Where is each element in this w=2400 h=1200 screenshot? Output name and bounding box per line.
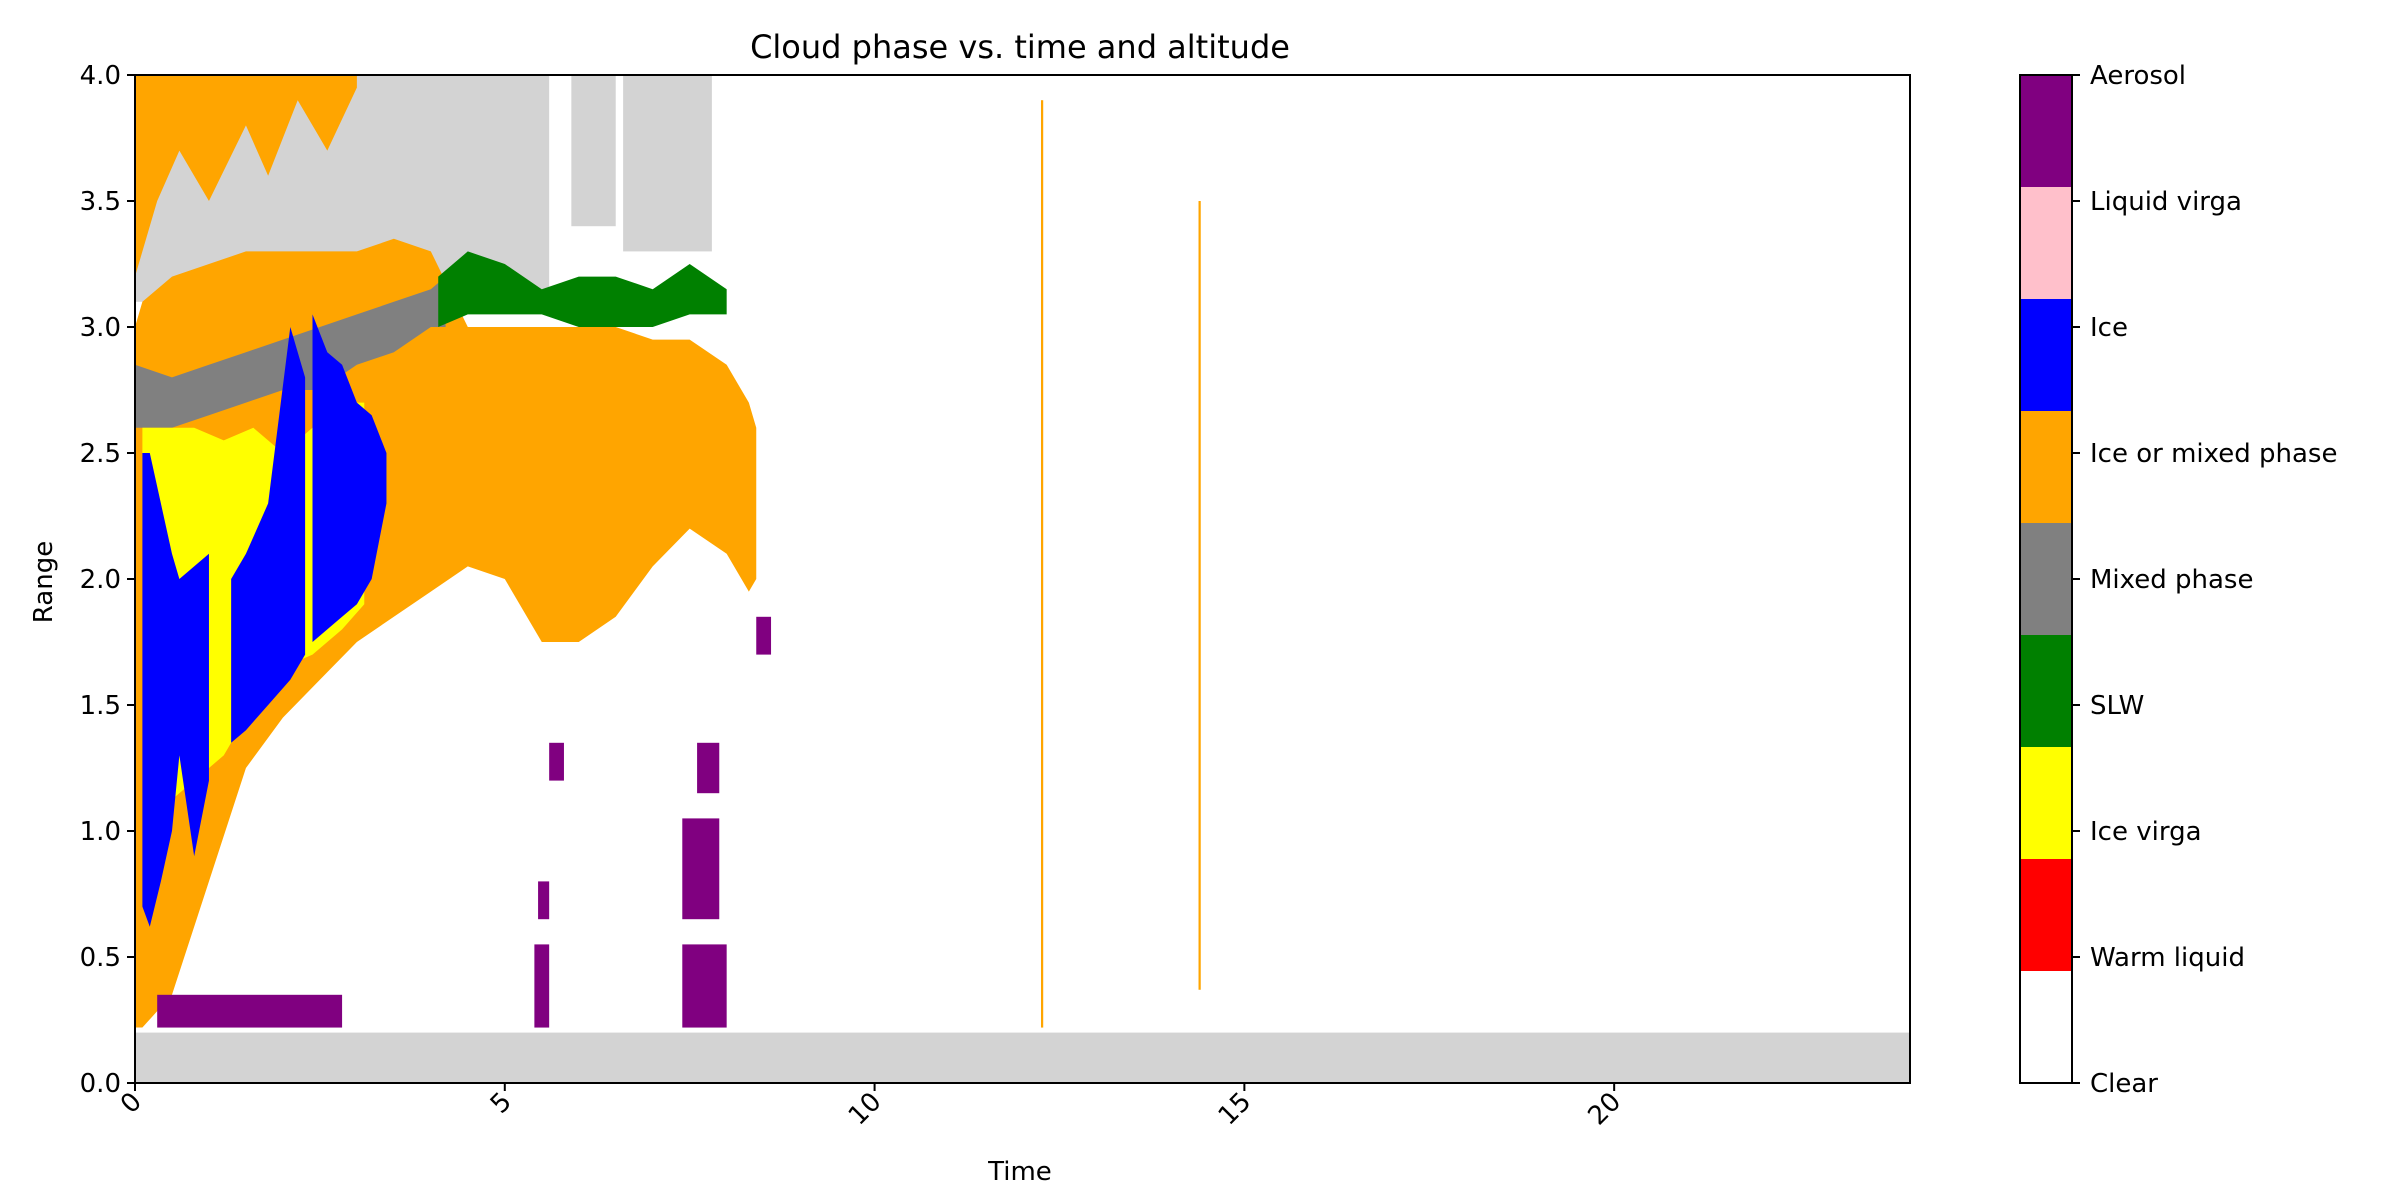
region-ice-or-mixed-phase-20 (1040, 100, 1044, 1028)
y-tick-label: 3.5 (80, 187, 121, 217)
colorbar-label-mixed-phase: Mixed phase (2090, 565, 2253, 595)
colorbar-label-ice-or-mixed-phase: Ice or mixed phase (2090, 439, 2337, 469)
y-axis-ticks: 0.0 0.5 1.0 1.5 2.0 2.5 3.0 3.5 4.0 (80, 61, 135, 1099)
region-aerosol-12 (157, 994, 343, 1028)
region-no-data-2 (571, 75, 616, 227)
x-tick-label: 20 (1583, 1087, 1628, 1132)
colorbar-label-aerosol: Aerosol (2090, 61, 2186, 91)
y-axis-label: Range (29, 541, 59, 623)
colorbar-label-ice: Ice (2090, 313, 2128, 343)
region-ice-9 (142, 453, 209, 927)
region-ice-or-mixed-phase-5 (135, 75, 357, 277)
colorbar-label-liquid-virga: Liquid virga (2090, 187, 2242, 217)
x-axis-label: Time (987, 1157, 1052, 1187)
colorbar-label-slw: SLW (2090, 691, 2144, 721)
region-aerosol-16 (682, 944, 727, 1028)
region-aerosol-19 (756, 616, 772, 655)
colorbar-swatch-slw (2020, 635, 2072, 747)
colorbar-swatch-liquid-virga (2020, 187, 2072, 299)
region-no-data-3 (623, 75, 712, 252)
plot-area (134, 74, 1911, 1084)
y-tick-label: 4.0 (80, 61, 121, 91)
colorbar-label-ice-virga: Ice virga (2090, 817, 2202, 847)
x-axis-ticks: 0 5 10 15 20 (115, 1083, 1627, 1131)
colorbar-swatch-warm-liquid (2020, 859, 2072, 971)
region-aerosol-15 (549, 742, 564, 781)
y-tick-label: 1.0 (80, 817, 121, 847)
y-tick-label: 0.0 (80, 1069, 121, 1099)
x-tick-label: 10 (843, 1087, 888, 1132)
colorbar-swatch-ice-or-mixed-phase (2020, 411, 2072, 523)
region-ice-11 (312, 314, 387, 642)
colorbar-swatch-clear (2020, 971, 2072, 1083)
colorbar: Clear Warm liquid Ice virga SLW Mixed phase I… (2019, 61, 2337, 1099)
colorbar-swatch-mixed-phase (2020, 523, 2072, 635)
region-aerosol-14 (538, 881, 550, 920)
colorbar-label-warm-liquid: Warm liquid (2090, 943, 2245, 973)
region-ice-or-mixed-phase-21 (1198, 201, 1201, 990)
x-tick-label: 5 (485, 1087, 518, 1120)
x-tick-label: 15 (1213, 1087, 1258, 1132)
region-aerosol-17 (682, 818, 720, 920)
y-tick-label: 0.5 (80, 943, 121, 973)
region-aerosol-18 (697, 742, 720, 794)
region-slw-7 (438, 251, 727, 327)
colorbar-swatch-aerosol (2020, 75, 2072, 187)
colorbar-label-clear: Clear (2090, 1069, 2158, 1099)
y-tick-label: 1.5 (80, 691, 121, 721)
y-tick-label: 3.0 (80, 313, 121, 343)
colorbar-swatch-ice (2020, 299, 2072, 411)
y-tick-label: 2.5 (80, 439, 121, 469)
region-ice-10 (231, 327, 306, 743)
phase-regions (135, 75, 1910, 1083)
region-aerosol-13 (534, 944, 550, 1028)
chart-title: Cloud phase vs. time and altitude (750, 28, 1290, 66)
region-no-data-0 (135, 1032, 1910, 1083)
colorbar-swatch-ice-virga (2020, 747, 2072, 859)
y-tick-label: 2.0 (80, 565, 121, 595)
